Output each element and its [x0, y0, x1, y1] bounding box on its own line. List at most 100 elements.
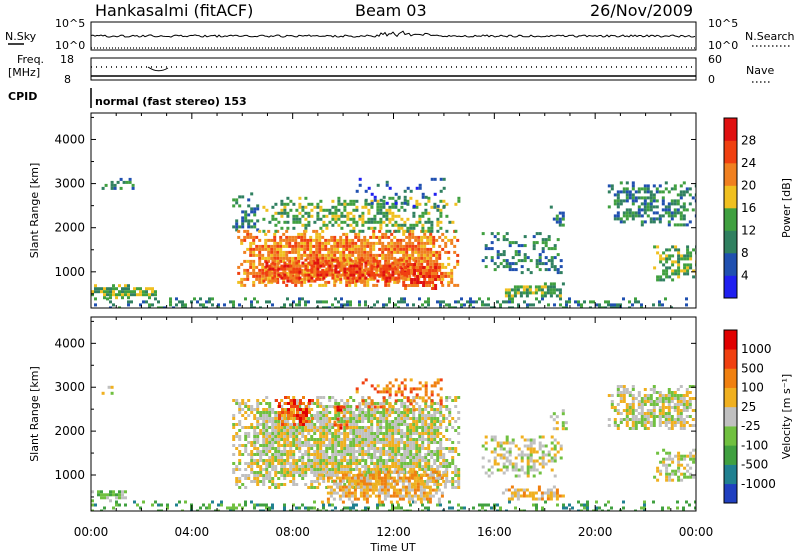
data-cell: [160, 503, 163, 507]
data-cell: [677, 254, 681, 258]
data-cell: [106, 293, 109, 297]
data-cell: [364, 205, 368, 209]
data-cell: [444, 244, 448, 248]
data-cell: [484, 435, 488, 439]
data-cell: [274, 474, 278, 477]
data-cell: [335, 476, 339, 480]
data-cell: [353, 494, 357, 498]
data-cell: [304, 258, 308, 262]
data-cell: [337, 453, 341, 456]
data-cell: [387, 253, 391, 257]
data-cell: [412, 444, 416, 447]
data-cell: [316, 441, 320, 444]
data-cell: [295, 423, 299, 426]
data-cell: [328, 208, 332, 212]
data-cell: [625, 196, 629, 200]
data-cell: [534, 285, 538, 289]
data-cell: [370, 444, 374, 447]
data-cell: [301, 474, 305, 477]
data-cell: [346, 471, 350, 474]
data-cell: [341, 488, 345, 492]
data-cell: [549, 294, 553, 298]
data-cell: [205, 306, 208, 308]
y-tick-label: 2000: [54, 221, 85, 235]
data-cell: [435, 259, 439, 263]
data-cell: [406, 226, 410, 230]
data-cell: [436, 420, 440, 423]
data-cell: [418, 396, 422, 400]
data-cell: [400, 432, 404, 435]
data-cell: [400, 297, 403, 301]
data-cell: [334, 432, 338, 435]
data-cell: [331, 441, 335, 444]
data-cell: [397, 453, 401, 456]
data-cell: [349, 300, 352, 304]
data-cell: [367, 267, 371, 271]
data-cell: [526, 465, 530, 469]
data-cell: [290, 399, 293, 402]
data-cell: [434, 284, 438, 287]
data-cell: [268, 450, 272, 453]
data-cell: [366, 277, 370, 281]
data-cell: [418, 462, 422, 465]
data-cell: [302, 402, 305, 405]
data-cell: [385, 429, 389, 432]
data-cell: [397, 503, 400, 507]
data-cell: [289, 303, 292, 307]
data-cell: [392, 494, 396, 498]
data-cell: [407, 269, 411, 272]
data-cell: [547, 268, 551, 272]
data-cell: [357, 244, 361, 248]
data-cell: [280, 267, 284, 271]
data-cell: [376, 462, 380, 465]
data-cell: [285, 253, 289, 257]
data-cell: [385, 450, 389, 453]
data-cell: [115, 496, 118, 500]
data-cell: [256, 474, 260, 477]
data-cell: [451, 506, 454, 510]
data-cell: [379, 267, 383, 271]
data-cell: [363, 235, 367, 239]
data-cell: [457, 196, 461, 200]
data-cell: [472, 306, 475, 308]
data-cell: [109, 493, 112, 497]
data-cell: [361, 273, 365, 277]
data-cell: [628, 306, 631, 308]
data-cell: [673, 208, 677, 212]
data-cell: [319, 396, 323, 399]
data-cell: [431, 275, 435, 278]
data-cell: [286, 220, 290, 224]
data-cell: [131, 186, 135, 190]
data-cell: [646, 187, 650, 191]
data-cell: [373, 447, 377, 450]
data-cell: [397, 306, 400, 308]
data-cell: [679, 190, 683, 194]
data-cell: [445, 214, 449, 218]
data-cell: [505, 300, 508, 304]
data-cell: [304, 226, 308, 230]
data-cell: [259, 414, 263, 417]
data-cell: [401, 479, 405, 483]
data-cell: [298, 303, 301, 307]
data-cell: [444, 250, 448, 254]
data-cell: [308, 420, 311, 423]
data-cell: [400, 417, 404, 420]
data-cell: [432, 283, 436, 287]
data-cell: [421, 303, 424, 307]
data-cell: [339, 426, 343, 430]
data-cell: [250, 408, 254, 411]
data-cell: [376, 411, 380, 414]
data-cell: [303, 277, 307, 281]
data-cell: [359, 476, 363, 480]
data-cell: [392, 485, 396, 489]
data-cell: [484, 509, 487, 511]
data-cell: [310, 423, 314, 426]
data-cell: [343, 447, 347, 450]
data-cell: [259, 474, 263, 477]
data-cell: [289, 432, 293, 435]
data-cell: [303, 253, 307, 257]
data-cell: [343, 408, 347, 411]
data-cell: [292, 411, 296, 414]
data-cell: [391, 503, 394, 507]
data-cell: [305, 408, 308, 411]
